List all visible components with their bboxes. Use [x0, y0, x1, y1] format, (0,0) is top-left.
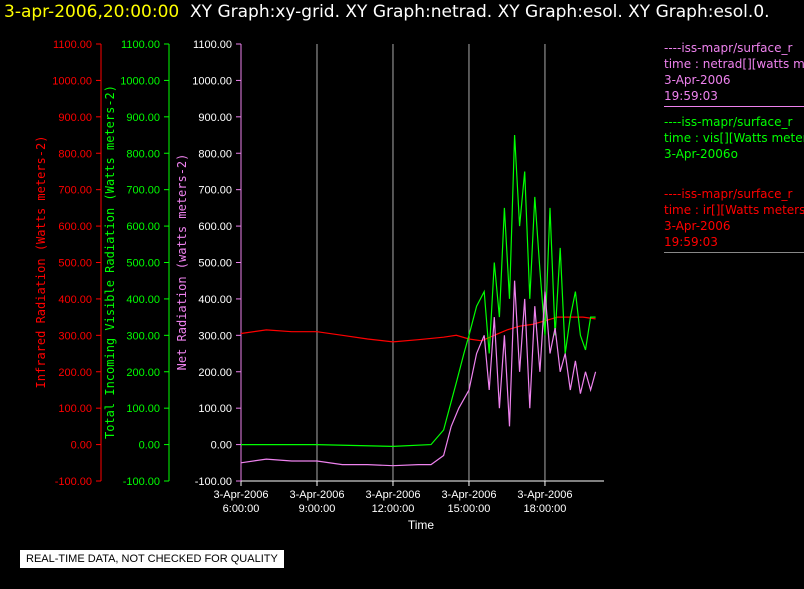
- legend-netrad[interactable]: ----iss-mapr/surface_r time : netrad[][w…: [664, 40, 804, 107]
- y-tick-label: 900.00: [126, 112, 160, 124]
- y-tick-label: 1000.00: [192, 75, 232, 87]
- x-tick-label-date: 3-Apr-2006: [441, 489, 496, 501]
- y-tick-label: 500.00: [126, 258, 160, 270]
- x-tick-label-time: 18:00:00: [524, 503, 567, 515]
- y-tick-label: 400.00: [126, 294, 160, 306]
- legend-source: ----iss-mapr/surface_r: [664, 187, 793, 201]
- y-axis-label: Net Radiation (watts meters-2): [175, 154, 189, 371]
- x-tick-label-date: 3-Apr-2006: [289, 489, 344, 501]
- x-tick-label-date: 3-Apr-2006: [213, 489, 268, 501]
- y-tick-label: 1000.00: [120, 75, 160, 87]
- y-tick-label: 700.00: [126, 185, 160, 197]
- y-axis-label: Infrared Radiation (Watts meters-2): [34, 136, 48, 389]
- y-tick-label: 400.00: [198, 294, 232, 306]
- graph-list: XY Graph:xy-grid. XY Graph:netrad. XY Gr…: [190, 2, 770, 22]
- legend-date: 3-Apr-2006: [664, 73, 731, 87]
- y-tick-label: 800.00: [198, 148, 232, 160]
- y-tick-label: 100.00: [58, 403, 92, 415]
- x-tick-label-time: 15:00:00: [448, 503, 491, 515]
- y-tick-label: 500.00: [198, 258, 232, 270]
- legend-source: ----iss-mapr/surface_r: [664, 41, 793, 55]
- legend-field: time : netrad[][watts m: [664, 57, 804, 71]
- y-axis-label: Total Incoming Visible Radiation (Watts …: [103, 85, 117, 439]
- legend-time: 19:59:03: [664, 235, 718, 249]
- y-tick-label: -100.00: [55, 476, 92, 488]
- series-line-ir: [240, 316, 596, 343]
- y-tick-label: 100.00: [126, 403, 160, 415]
- x-tick-label-time: 9:00:00: [299, 503, 336, 515]
- x-tick-label-date: 3-Apr-2006: [365, 489, 420, 501]
- y-tick-label: 700.00: [58, 185, 92, 197]
- y-tick-label: -100.00: [195, 476, 232, 488]
- x-tick-label-date: 3-Apr-2006: [517, 489, 572, 501]
- legend-divider: [664, 106, 804, 107]
- y-tick-label: 900.00: [198, 112, 232, 124]
- legend-field: time : vis[][Watts meter: [664, 131, 804, 145]
- y-tick-label: 300.00: [58, 330, 92, 342]
- y-tick-label: 1100.00: [53, 39, 92, 51]
- y-tick-label: 500.00: [58, 258, 92, 270]
- y-tick-label: 800.00: [58, 148, 92, 160]
- series-line-vis: [241, 134, 596, 448]
- y-tick-label: 400.00: [58, 294, 92, 306]
- y-tick-label: 600.00: [198, 221, 232, 233]
- y-tick-label: 0.00: [139, 440, 160, 452]
- y-tick-label: 200.00: [58, 367, 92, 379]
- y-tick-label: 300.00: [198, 330, 232, 342]
- y-tick-label: 0.00: [71, 440, 92, 452]
- y-tick-label: 800.00: [126, 148, 160, 160]
- x-tick-label-time: 6:00:00: [223, 503, 260, 515]
- timestamp: 3-apr-2006,20:00:00: [4, 2, 180, 22]
- y-tick-label: -100.00: [123, 476, 160, 488]
- x-axis-label: Time: [408, 518, 435, 532]
- x-tick-label-time: 12:00:00: [372, 503, 415, 515]
- y-tick-label: 100.00: [198, 403, 232, 415]
- y-tick-label: 200.00: [126, 367, 160, 379]
- y-tick-label: 1000.00: [52, 75, 92, 87]
- legend-date: 3-Apr-2006o: [664, 147, 738, 161]
- y-tick-label: 900.00: [58, 112, 92, 124]
- quality-notice: REAL-TIME DATA, NOT CHECKED FOR QUALITY: [20, 550, 284, 568]
- legend-time: 19:59:03: [664, 89, 718, 103]
- y-tick-label: 1100.00: [121, 39, 160, 51]
- legend-date: 3-Apr-2006: [664, 219, 731, 233]
- y-tick-label: 600.00: [58, 221, 92, 233]
- legend-vis[interactable]: ----iss-mapr/surface_r time : vis[][Watt…: [664, 114, 804, 162]
- legend-field: time : ir[][Watts meters: [664, 203, 804, 217]
- title-bar: 3-apr-2006,20:00:00 XY Graph:xy-grid. XY…: [4, 2, 770, 22]
- y-tick-label: 0.00: [211, 440, 232, 452]
- y-tick-label: 300.00: [126, 330, 160, 342]
- legend-ir[interactable]: ----iss-mapr/surface_r time : ir[][Watts…: [664, 186, 804, 253]
- y-tick-label: 600.00: [126, 221, 160, 233]
- legend-divider: [664, 252, 804, 253]
- legend-source: ----iss-mapr/surface_r: [664, 115, 793, 129]
- y-tick-label: 700.00: [198, 185, 232, 197]
- series-line-netrad: [240, 280, 597, 467]
- y-tick-label: 1100.00: [193, 39, 232, 51]
- y-tick-label: 200.00: [198, 367, 232, 379]
